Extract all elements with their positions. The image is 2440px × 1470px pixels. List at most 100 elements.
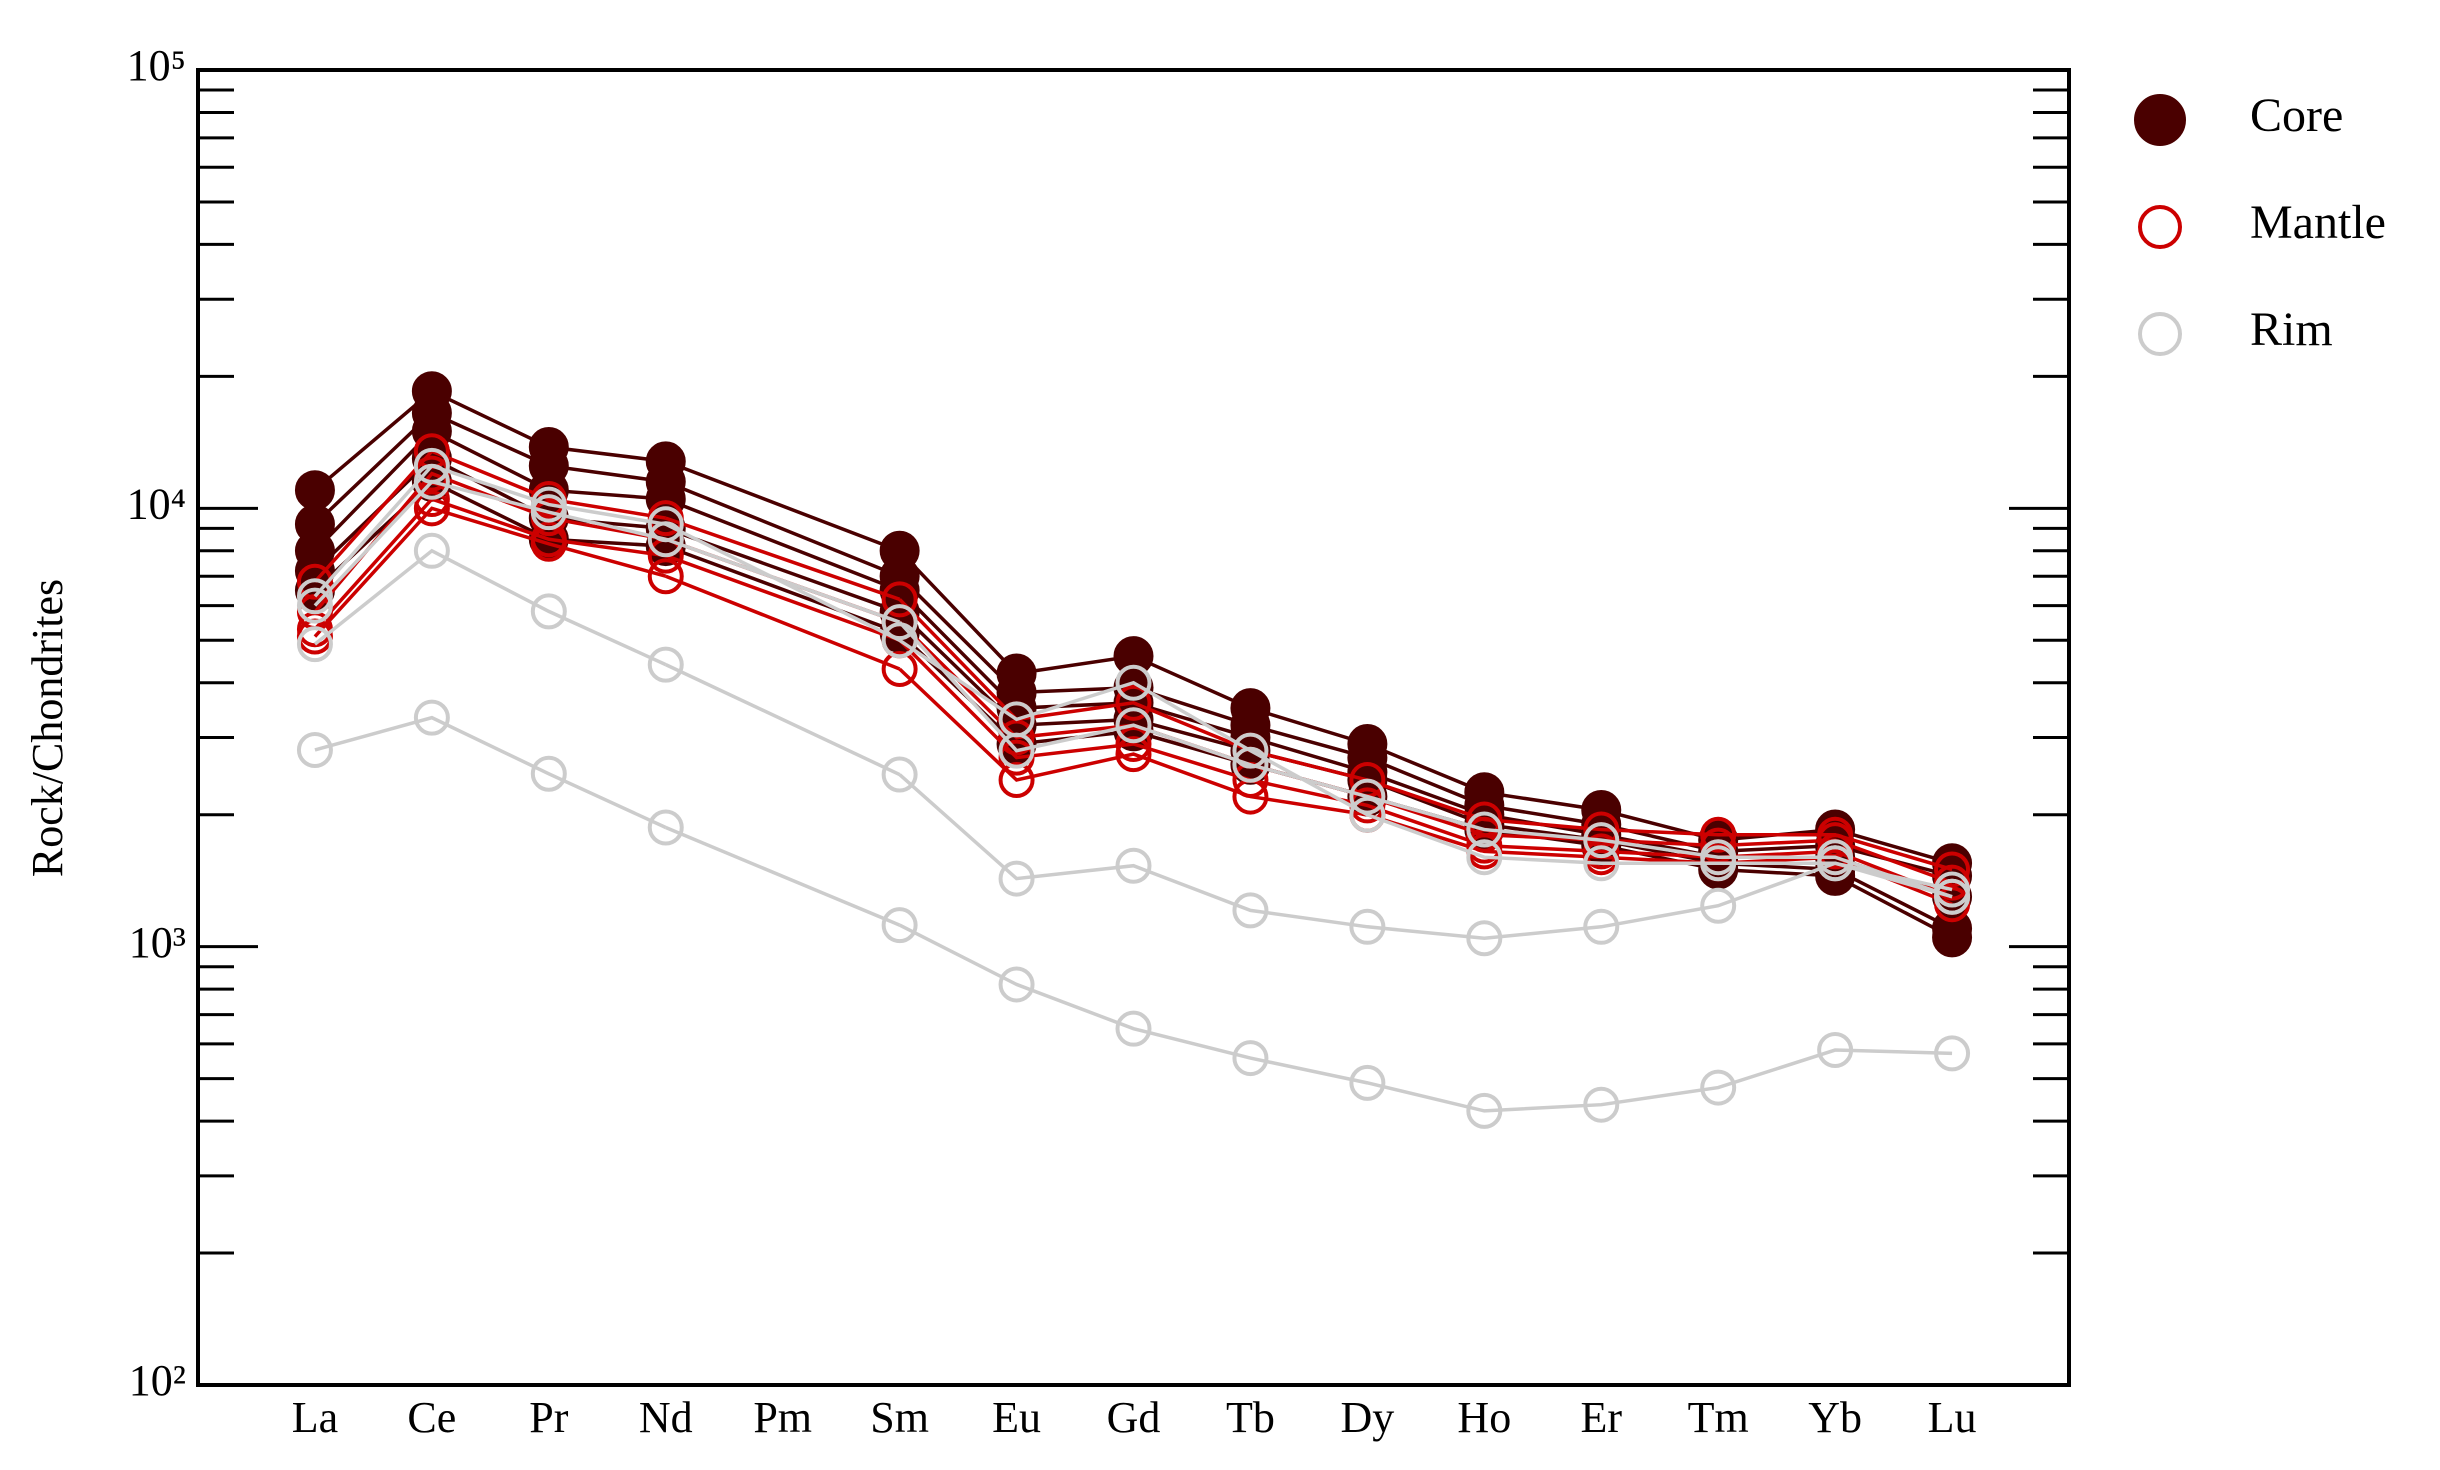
series-line <box>314 715 667 830</box>
data-point <box>413 490 450 527</box>
data-point <box>1817 1032 1854 1069</box>
series-line <box>313 410 666 526</box>
series-line <box>898 773 1953 941</box>
series-line <box>898 923 1953 1113</box>
series-line <box>898 574 1953 878</box>
series-line <box>313 497 666 631</box>
series-line <box>898 631 1953 939</box>
data-point <box>530 755 567 792</box>
data-point <box>1349 778 1386 815</box>
series-line <box>898 667 1953 906</box>
interpolation-line <box>664 522 901 642</box>
x-tick-label: Pm <box>753 1393 812 1442</box>
plot-frame <box>196 68 2071 1387</box>
data-point <box>647 809 684 846</box>
data-point <box>881 650 918 687</box>
data-point <box>881 907 918 944</box>
series-line <box>313 479 667 607</box>
data-point <box>881 604 918 641</box>
data-point <box>413 532 450 569</box>
x-tick-label: Sm <box>870 1393 929 1442</box>
data-point <box>1700 816 1737 853</box>
data-point <box>1115 736 1152 773</box>
data-point <box>1115 725 1152 762</box>
data-point <box>881 581 918 618</box>
x-tick-label: Tm <box>1688 1393 1749 1442</box>
series-line <box>313 389 666 492</box>
x-tick-label: Yb <box>1808 1393 1862 1442</box>
data-point <box>1934 1035 1971 1072</box>
data-point <box>1700 845 1737 882</box>
y-tick-label: 10³ <box>129 918 186 967</box>
data-point <box>1349 796 1386 833</box>
series-line <box>313 449 667 583</box>
legend-label: Core <box>2250 89 2343 142</box>
data-point <box>1466 1092 1503 1129</box>
interpolation-line <box>665 544 901 635</box>
x-tick-label: Tb <box>1226 1393 1275 1442</box>
data-point <box>1583 1086 1620 1123</box>
legend-marker <box>2138 312 2182 356</box>
y-tick-label: 10⁴ <box>127 479 186 528</box>
data-point <box>1466 920 1503 957</box>
data-point <box>1583 822 1620 859</box>
x-tick-label: Eu <box>992 1393 1041 1442</box>
data-point <box>881 756 918 793</box>
x-tick-label: Gd <box>1107 1393 1161 1442</box>
x-tick-label: Dy <box>1340 1393 1394 1442</box>
y-tick-label: 10² <box>129 1356 186 1405</box>
series-line <box>898 620 1953 885</box>
data-point <box>998 762 1035 799</box>
series-line <box>313 506 667 638</box>
interpolation-line <box>665 825 901 927</box>
data-point <box>1466 811 1503 848</box>
series-line <box>898 620 1953 899</box>
series-line <box>898 598 1953 872</box>
data-point <box>1349 908 1386 945</box>
series-line <box>313 548 667 667</box>
data-point <box>998 719 1035 756</box>
data-point <box>1583 845 1620 882</box>
data-point <box>296 578 333 615</box>
x-tick-label: Er <box>1580 1393 1622 1442</box>
data-point <box>1115 847 1152 884</box>
data-point <box>1115 1010 1152 1047</box>
x-tick-label: Ce <box>407 1393 456 1442</box>
data-point <box>294 470 335 511</box>
y-axis-label: Rock/Chondrites <box>23 579 72 877</box>
data-point <box>647 646 684 683</box>
interpolation-line <box>665 497 901 592</box>
legend-marker <box>2134 94 2186 146</box>
y-tick-label: 10⁵ <box>127 41 186 90</box>
data-point <box>1115 707 1152 744</box>
series-group <box>294 371 1973 958</box>
interpolation-line <box>665 516 901 601</box>
data-point <box>296 731 333 768</box>
data-point <box>1232 732 1269 769</box>
data-point <box>1934 878 1971 915</box>
data-point <box>1115 684 1152 721</box>
data-point <box>1817 845 1854 882</box>
x-tick-label: Pr <box>529 1393 568 1442</box>
interpolation-line <box>665 574 901 671</box>
series-line <box>313 463 667 598</box>
data-point <box>413 699 450 736</box>
interpolation-line <box>665 553 901 642</box>
data-point <box>998 966 1035 1003</box>
data-point <box>1700 887 1737 924</box>
x-tick-label: Lu <box>1928 1393 1977 1442</box>
series-line <box>898 638 1953 892</box>
series-line <box>898 610 1953 931</box>
legend-label: Mantle <box>2250 196 2386 249</box>
data-point <box>998 860 1035 897</box>
data-point <box>296 626 333 663</box>
x-tick-label: Ho <box>1457 1393 1511 1442</box>
series-line <box>313 479 666 592</box>
data-point <box>1115 664 1152 701</box>
series-line <box>313 429 666 553</box>
interpolation-line <box>665 480 901 578</box>
data-point <box>1932 917 1973 958</box>
legend-label: Rim <box>2250 303 2333 356</box>
interpolation-line <box>665 459 901 553</box>
